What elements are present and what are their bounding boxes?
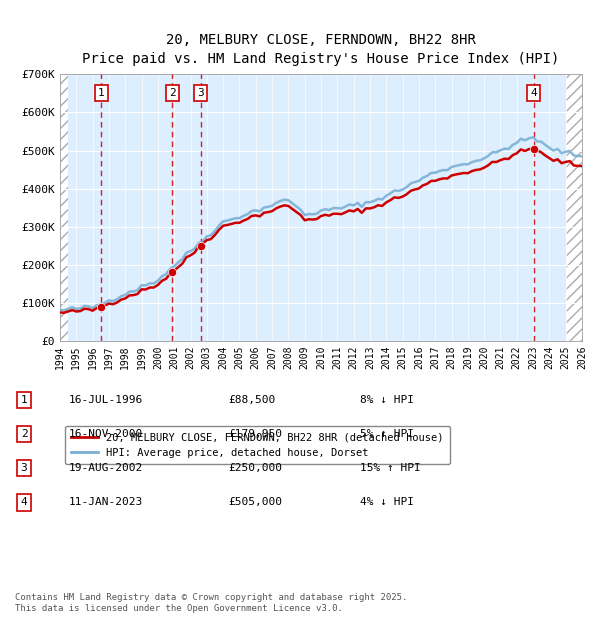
Bar <box>60 74 68 341</box>
Text: 16-JUL-1996: 16-JUL-1996 <box>69 395 143 405</box>
Text: £505,000: £505,000 <box>228 497 282 507</box>
Text: 5% ↑ HPI: 5% ↑ HPI <box>360 429 414 439</box>
Text: 16-NOV-2000: 16-NOV-2000 <box>69 429 143 439</box>
Text: 3: 3 <box>197 88 204 98</box>
Text: £88,500: £88,500 <box>228 395 275 405</box>
Text: 8% ↓ HPI: 8% ↓ HPI <box>360 395 414 405</box>
Legend: 20, MELBURY CLOSE, FERNDOWN, BH22 8HR (detached house), HPI: Average price, deta: 20, MELBURY CLOSE, FERNDOWN, BH22 8HR (d… <box>65 426 449 464</box>
Text: 2: 2 <box>169 88 176 98</box>
Text: 4% ↓ HPI: 4% ↓ HPI <box>360 497 414 507</box>
Text: 4: 4 <box>530 88 537 98</box>
Text: 19-AUG-2002: 19-AUG-2002 <box>69 463 143 473</box>
Text: 1: 1 <box>98 88 105 98</box>
Text: £179,950: £179,950 <box>228 429 282 439</box>
Text: 15% ↑ HPI: 15% ↑ HPI <box>360 463 421 473</box>
Bar <box>566 74 582 341</box>
Text: 3: 3 <box>20 463 28 473</box>
Text: £250,000: £250,000 <box>228 463 282 473</box>
Text: 2: 2 <box>20 429 28 439</box>
Text: Contains HM Land Registry data © Crown copyright and database right 2025.
This d: Contains HM Land Registry data © Crown c… <box>15 593 407 613</box>
Text: 11-JAN-2023: 11-JAN-2023 <box>69 497 143 507</box>
Title: 20, MELBURY CLOSE, FERNDOWN, BH22 8HR
Price paid vs. HM Land Registry's House Pr: 20, MELBURY CLOSE, FERNDOWN, BH22 8HR Pr… <box>82 33 560 66</box>
Text: 1: 1 <box>20 395 28 405</box>
Text: 4: 4 <box>20 497 28 507</box>
